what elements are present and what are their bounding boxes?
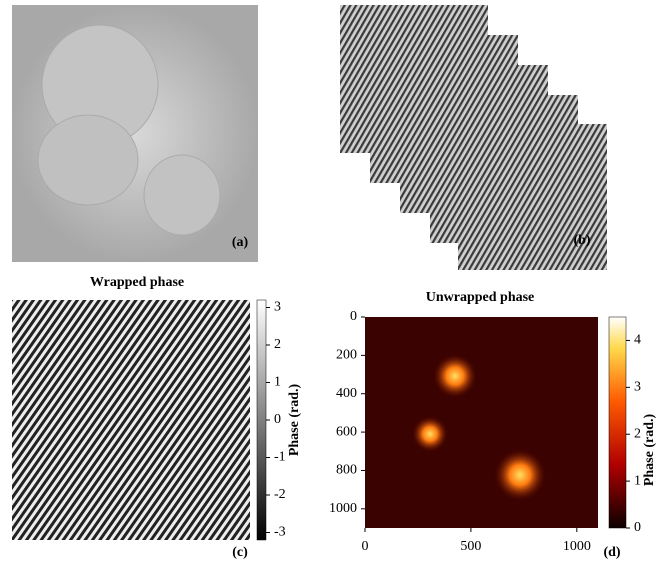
wrapped-phase-image <box>12 300 250 540</box>
colorbar-label: Phase (rad.) <box>287 384 302 457</box>
tick-label: 4 <box>634 333 641 348</box>
cell <box>38 115 138 205</box>
tick-label: -3 <box>274 525 286 540</box>
colorbar <box>609 317 626 528</box>
tick-label: 3 <box>274 300 281 315</box>
tick-label: 0 <box>362 539 369 554</box>
tick-label: 3 <box>634 380 641 395</box>
tick-label: -1 <box>274 450 286 465</box>
tick-label: 400 <box>336 386 357 401</box>
tick-label: 1000 <box>563 539 591 554</box>
panel-label: (c) <box>232 545 248 560</box>
figure: (a) (b) Wrapped phase Phase (rad.) (c) U… <box>0 0 659 565</box>
tick-label: 0 <box>274 412 281 427</box>
tick-label: -2 <box>274 487 286 502</box>
tick-label: 2 <box>634 426 641 441</box>
tick-label: 800 <box>336 463 357 478</box>
tick-label: 2 <box>274 337 281 352</box>
colorbar-label: Phase (rad.) <box>642 414 657 487</box>
unwrapped-phase-image <box>365 317 598 528</box>
tick-label: 500 <box>460 539 481 554</box>
panel-title: Unwrapped phase <box>426 290 535 305</box>
tick-label: 200 <box>336 348 357 363</box>
hologram-stack <box>340 5 607 270</box>
panel-label: (d) <box>603 545 620 560</box>
tick-label: 1 <box>634 473 641 488</box>
panel-label: (a) <box>232 235 249 250</box>
panel-title: Wrapped phase <box>90 275 184 290</box>
tick-label: 1 <box>274 375 281 390</box>
panel-label: (b) <box>573 233 590 248</box>
cell <box>144 155 220 235</box>
tick-label: 0 <box>350 309 357 324</box>
tick-label: 1000 <box>329 501 357 516</box>
colorbar <box>257 300 266 540</box>
tick-label: 0 <box>634 520 641 535</box>
tick-label: 600 <box>336 424 357 439</box>
